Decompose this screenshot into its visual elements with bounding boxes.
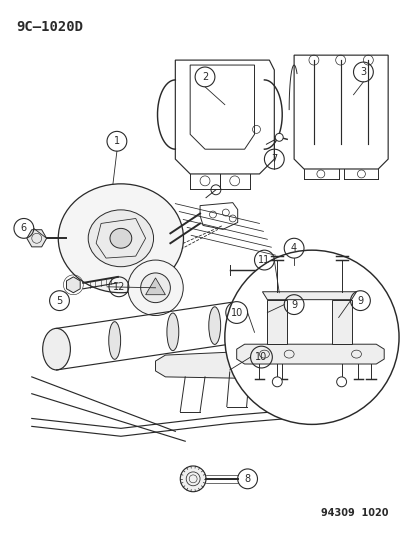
Polygon shape: [236, 344, 383, 364]
Ellipse shape: [110, 228, 131, 248]
Polygon shape: [145, 278, 165, 295]
Polygon shape: [155, 350, 288, 379]
Ellipse shape: [43, 328, 70, 370]
Ellipse shape: [313, 306, 323, 322]
Text: 4: 4: [290, 243, 297, 253]
Polygon shape: [267, 300, 287, 344]
Polygon shape: [66, 277, 80, 293]
Text: 2: 2: [202, 72, 208, 82]
Text: 9: 9: [356, 296, 363, 305]
Text: 9C—1020D: 9C—1020D: [16, 20, 83, 34]
Ellipse shape: [109, 322, 120, 359]
Text: 9: 9: [290, 300, 297, 310]
Polygon shape: [27, 230, 47, 247]
Ellipse shape: [278, 295, 299, 334]
Ellipse shape: [166, 313, 178, 351]
Polygon shape: [262, 292, 356, 300]
Circle shape: [275, 133, 282, 141]
Circle shape: [272, 377, 282, 387]
Circle shape: [180, 466, 206, 492]
Text: 10: 10: [230, 308, 242, 318]
Text: 5: 5: [56, 296, 62, 305]
Circle shape: [128, 260, 183, 316]
Text: 10: 10: [255, 352, 267, 362]
Text: 1: 1: [114, 136, 120, 146]
Ellipse shape: [208, 307, 220, 344]
Ellipse shape: [58, 184, 183, 293]
Text: 94309  1020: 94309 1020: [320, 508, 387, 519]
Text: 8: 8: [244, 474, 250, 484]
Text: 12: 12: [112, 282, 125, 292]
Text: 3: 3: [359, 67, 366, 77]
Ellipse shape: [88, 210, 153, 266]
Circle shape: [336, 377, 346, 387]
Polygon shape: [331, 300, 351, 344]
Circle shape: [224, 250, 398, 424]
Circle shape: [140, 273, 170, 303]
Text: 7: 7: [271, 154, 277, 164]
Text: 6: 6: [21, 223, 27, 233]
Text: 11: 11: [258, 255, 270, 265]
